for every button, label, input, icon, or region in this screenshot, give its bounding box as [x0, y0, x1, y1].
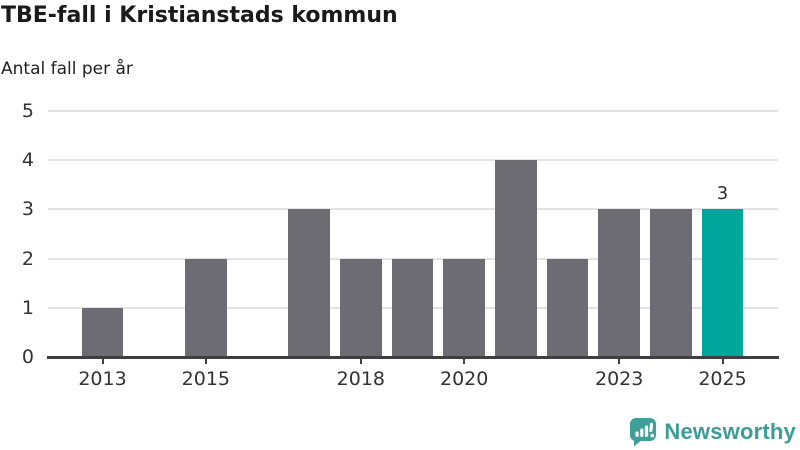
bar-2021 — [495, 160, 537, 357]
newsworthy-logo: Newsworthy — [629, 417, 796, 447]
x-axis-tick-label: 2018 — [336, 368, 386, 390]
bar-2013 — [81, 307, 124, 357]
bar-2024 — [650, 209, 692, 357]
x-axis-tick — [101, 358, 104, 364]
x-axis-tick-label: 2020 — [440, 368, 489, 390]
bar-2017 — [288, 209, 330, 357]
bar-2015 — [185, 258, 227, 357]
y-axis-tick-label: 0 — [21, 346, 34, 368]
bar-2019 — [391, 258, 434, 357]
x-axis-tick — [463, 358, 466, 364]
y-axis-tick-label: 5 — [21, 100, 34, 122]
x-axis-tick — [721, 358, 724, 364]
y-axis-tick-label: 4 — [21, 149, 34, 172]
gridline-y4 — [48, 159, 778, 162]
x-axis-tick — [204, 358, 207, 364]
x-axis-tick-label: 2023 — [595, 368, 644, 390]
gridline-y5 — [48, 110, 778, 112]
bar-2023 — [598, 209, 640, 357]
bar-2025 — [701, 209, 744, 357]
bar-2018 — [340, 258, 382, 357]
highlight-value-label: 3 — [716, 183, 729, 205]
x-axis-tick — [618, 358, 621, 364]
x-axis-tick — [359, 358, 362, 364]
x-axis-line — [47, 356, 779, 359]
x-axis-tick-label: 2025 — [698, 368, 747, 390]
y-axis-tick-label: 3 — [21, 198, 34, 221]
bar-2020 — [443, 258, 485, 357]
y-axis-tick-label: 1 — [21, 296, 34, 319]
x-axis-tick-label: 2013 — [78, 368, 127, 390]
gridline-y3 — [48, 208, 778, 211]
chart-subtitle: Antal fall per år — [1, 59, 133, 79]
newsworthy-speech-bubble-chart-icon — [629, 417, 657, 447]
bar-2022 — [546, 258, 589, 357]
chart-title: TBE-fall i Kristianstads kommun — [1, 3, 398, 28]
x-axis-tick-label: 2015 — [181, 368, 230, 390]
newsworthy-logo-text: Newsworthy — [664, 419, 796, 444]
y-axis-tick-label: 2 — [21, 247, 34, 270]
